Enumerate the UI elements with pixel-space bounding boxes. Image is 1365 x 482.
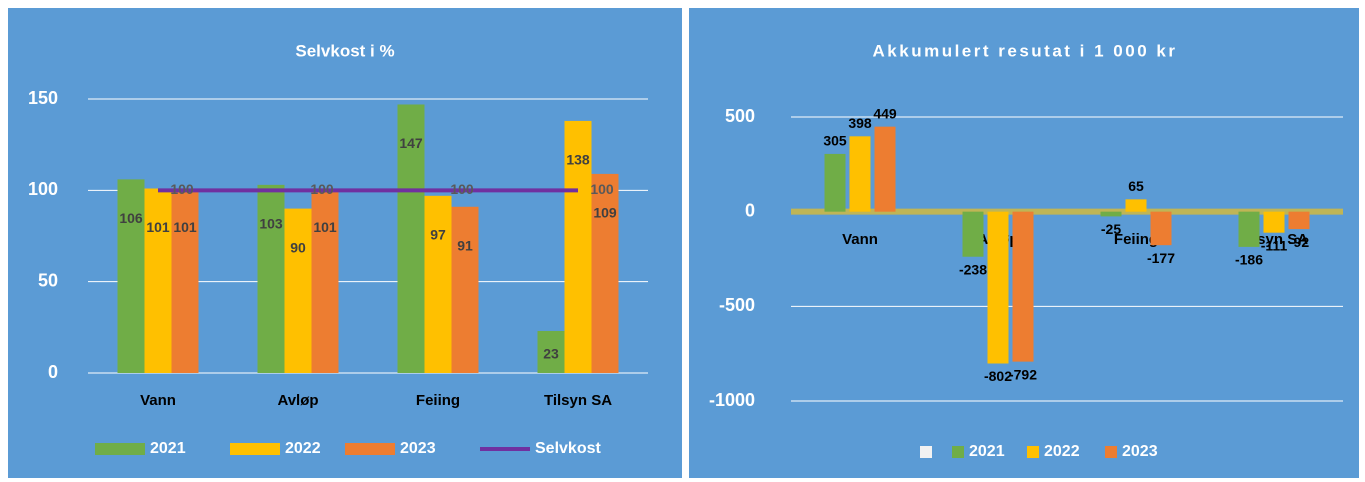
bar <box>1012 211 1034 362</box>
x-tick-label: Vann <box>140 392 176 409</box>
bar <box>849 136 871 212</box>
data-label: 147 <box>399 135 423 151</box>
chart-title: Akkumulert resutat i 1 000 kr <box>873 41 1178 60</box>
legend-swatch <box>230 443 280 455</box>
data-label: -792 <box>1009 366 1037 382</box>
legend-label: Selvkost <box>535 440 601 457</box>
bar <box>424 195 452 373</box>
y-tick-label: -500 <box>719 295 755 315</box>
data-label: -25 <box>1101 221 1121 237</box>
data-label: 106 <box>119 210 143 226</box>
data-label: 100 <box>310 181 334 197</box>
y-tick-label: 0 <box>745 200 755 220</box>
data-label: 101 <box>173 219 197 235</box>
bar <box>144 188 172 373</box>
data-label: 109 <box>593 205 617 221</box>
data-label: -802 <box>984 368 1012 384</box>
x-tick-label: Tilsyn SA <box>544 392 612 409</box>
legend-swatch <box>95 443 145 455</box>
legend-label: 2022 <box>285 440 321 457</box>
data-label: 23 <box>543 346 559 362</box>
bar <box>987 211 1009 364</box>
legend-swatch <box>920 446 932 458</box>
x-tick-label: Vann <box>842 231 878 248</box>
data-label: 97 <box>430 227 446 243</box>
y-tick-label: 50 <box>38 270 58 290</box>
bar <box>564 120 592 373</box>
bar <box>257 184 285 373</box>
legend-swatch <box>345 443 395 455</box>
bar <box>824 153 846 212</box>
data-label: 91 <box>457 237 473 253</box>
legend-swatch <box>1027 446 1039 458</box>
data-label: -186 <box>1235 252 1263 268</box>
bar <box>1100 211 1122 217</box>
bar <box>962 211 984 257</box>
bar <box>1150 211 1172 246</box>
bar <box>1238 211 1260 247</box>
data-label: 305 <box>823 133 847 149</box>
x-tick-label: Avløp <box>277 392 318 409</box>
y-tick-label: 0 <box>48 362 58 382</box>
data-label: -177 <box>1147 250 1175 266</box>
x-tick-label: Feiing <box>416 392 460 409</box>
legend-label: 2022 <box>1044 443 1080 460</box>
x-tick-label: Feiing <box>1114 231 1158 248</box>
bar <box>1288 211 1310 230</box>
bar <box>171 188 199 373</box>
bar <box>591 173 619 373</box>
legend-label: 2021 <box>969 443 1005 460</box>
data-label: 398 <box>848 115 872 131</box>
y-tick-label: 500 <box>725 106 755 126</box>
legend-label: 2021 <box>150 440 186 457</box>
data-label: -238 <box>959 261 987 277</box>
data-label: 100 <box>170 181 194 197</box>
data-label: -111 <box>1261 237 1288 253</box>
data-label: 100 <box>450 181 474 197</box>
y-tick-label: 100 <box>28 179 58 199</box>
data-label: 90 <box>290 239 306 255</box>
legend-label: 2023 <box>400 440 436 457</box>
bar <box>1263 211 1285 233</box>
data-label: 65 <box>1128 178 1144 194</box>
y-tick-label: -1000 <box>709 390 755 410</box>
data-label: 449 <box>873 105 897 121</box>
y-tick-label: 150 <box>28 88 58 108</box>
bar <box>874 126 896 212</box>
bar <box>117 179 145 373</box>
bar <box>397 104 425 373</box>
data-label: 100 <box>590 181 614 197</box>
data-label: -92 <box>1289 234 1309 250</box>
bar <box>537 330 565 373</box>
bar <box>451 206 479 373</box>
legend-label: 2023 <box>1122 443 1158 460</box>
data-label: 138 <box>566 152 590 168</box>
chart-title: Selvkost i % <box>295 41 394 60</box>
data-label: 103 <box>259 216 283 232</box>
data-label: 101 <box>146 219 170 235</box>
bar <box>284 208 312 373</box>
legend-swatch <box>952 446 964 458</box>
bar <box>1125 199 1147 212</box>
bar <box>311 188 339 373</box>
legend-swatch <box>1105 446 1117 458</box>
data-label: 101 <box>313 219 337 235</box>
